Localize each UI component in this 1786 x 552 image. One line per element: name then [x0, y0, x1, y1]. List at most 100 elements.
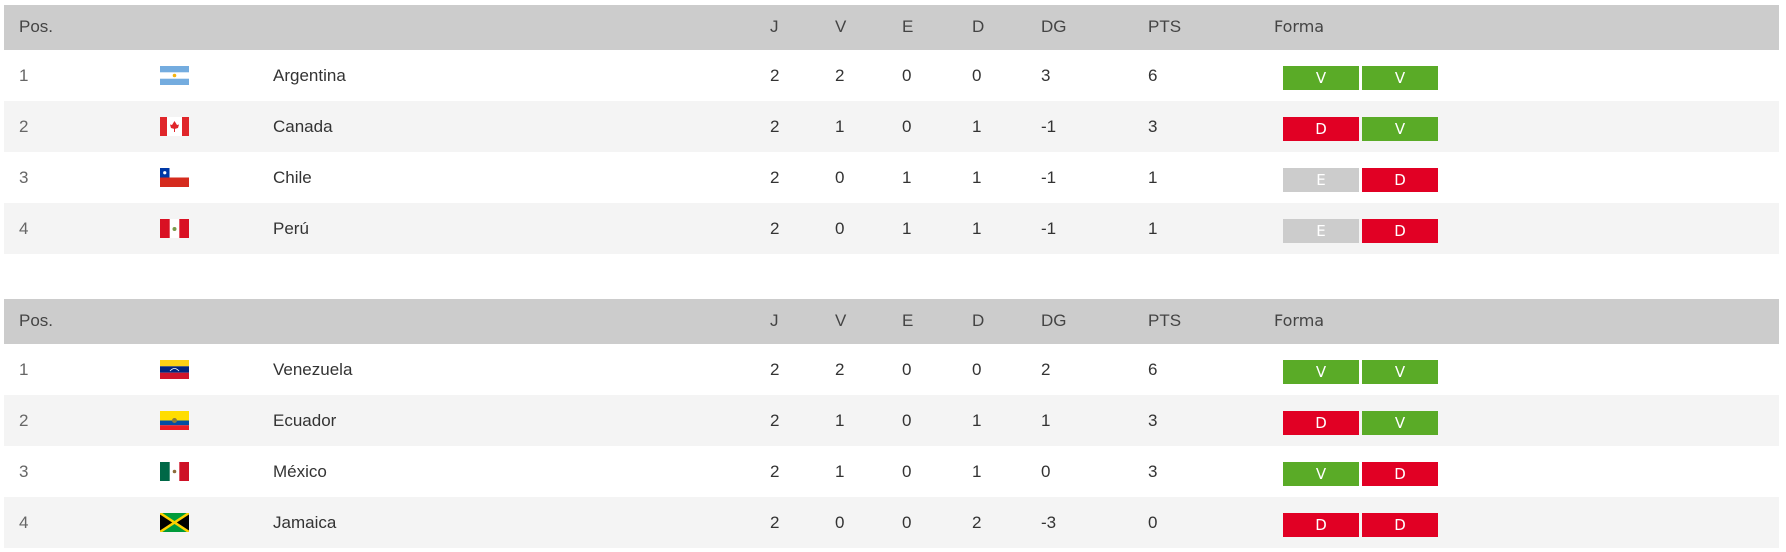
stat-j: 2 [770, 66, 780, 85]
stat-pts: 1 [1148, 168, 1158, 187]
team-name[interactable]: México [273, 462, 327, 481]
header-j: J [770, 311, 779, 330]
form-badge: D [1283, 513, 1359, 537]
position: 1 [19, 66, 29, 85]
team-name[interactable]: Argentina [273, 66, 346, 85]
team-name[interactable]: Perú [273, 219, 309, 238]
stat-d: 1 [972, 462, 982, 481]
form-badge: D [1362, 168, 1438, 192]
stat-d: 0 [972, 66, 982, 85]
form-badge: D [1283, 411, 1359, 435]
stat-j: 2 [770, 117, 780, 136]
stat-v: 0 [835, 168, 845, 187]
stat-v: 1 [835, 411, 845, 430]
stat-e: 0 [902, 66, 912, 85]
position: 4 [19, 513, 29, 532]
position: 3 [19, 168, 29, 187]
header-forma: Forma [1274, 17, 1325, 36]
form-badge: D [1362, 219, 1438, 243]
jamaica-flag-icon [160, 513, 189, 532]
stat-v: 2 [835, 66, 845, 85]
header-pts: PTS [1148, 17, 1182, 36]
stat-pts: 3 [1148, 462, 1158, 481]
standings-table: Pos. J V E D DG PTS Forma 1 Venezuela 2 2 0 0 2 6 … [4, 299, 1779, 548]
stat-j: 2 [770, 360, 780, 379]
form-badge: E [1283, 168, 1359, 192]
header-e: E [902, 311, 914, 330]
stat-dg: 3 [1041, 66, 1051, 85]
header-v: V [835, 17, 847, 36]
stat-pts: 6 [1148, 360, 1158, 379]
stat-e: 0 [902, 462, 912, 481]
team-name[interactable]: Jamaica [273, 513, 337, 532]
header-j: J [770, 17, 779, 36]
stat-dg: -1 [1041, 219, 1057, 238]
team-name[interactable]: Ecuador [273, 411, 337, 430]
stat-j: 2 [770, 462, 780, 481]
stat-dg: -3 [1041, 513, 1057, 532]
stat-v: 0 [835, 513, 845, 532]
stat-pts: 3 [1148, 117, 1158, 136]
stat-j: 2 [770, 219, 780, 238]
stat-e: 1 [902, 219, 912, 238]
stat-v: 0 [835, 219, 845, 238]
stat-dg: -1 [1041, 117, 1057, 136]
stat-dg: 1 [1041, 411, 1051, 430]
stat-d: 0 [972, 360, 982, 379]
stat-j: 2 [770, 513, 780, 532]
stat-e: 0 [902, 360, 912, 379]
header-d: D [972, 17, 985, 36]
chile-flag-icon [160, 168, 189, 187]
header-v: V [835, 311, 847, 330]
header-dg: DG [1041, 17, 1067, 36]
argentina-flag-icon [160, 66, 189, 85]
stat-dg: -1 [1041, 168, 1057, 187]
team-name[interactable]: Canada [273, 117, 333, 136]
form-badge: D [1362, 462, 1438, 486]
header-pos: Pos. [19, 311, 54, 330]
peru-flag-icon [160, 219, 189, 238]
form-badge: V [1362, 117, 1438, 141]
ecuador-flag-icon [160, 411, 189, 430]
position: 2 [19, 411, 29, 430]
form-badge: V [1362, 360, 1438, 384]
form-badge: V [1362, 66, 1438, 90]
stat-e: 1 [902, 168, 912, 187]
position: 3 [19, 462, 29, 481]
table-header: Pos. J V E D DG PTS Forma [4, 5, 1779, 50]
header-e: E [902, 17, 914, 36]
position: 4 [19, 219, 29, 238]
form-badge: D [1283, 117, 1359, 141]
position: 2 [19, 117, 29, 136]
header-forma: Forma [1274, 311, 1325, 330]
stat-j: 2 [770, 411, 780, 430]
form-badge: D [1362, 513, 1438, 537]
stat-j: 2 [770, 168, 780, 187]
stat-e: 0 [902, 513, 912, 532]
form-badge: V [1283, 66, 1359, 90]
stat-pts: 3 [1148, 411, 1158, 430]
header-dg: DG [1041, 311, 1067, 330]
stat-pts: 1 [1148, 219, 1158, 238]
stat-d: 1 [972, 411, 982, 430]
team-name[interactable]: Chile [273, 168, 312, 187]
team-name[interactable]: Venezuela [273, 360, 353, 379]
form-badge: V [1283, 360, 1359, 384]
stat-e: 0 [902, 117, 912, 136]
form-badge: V [1362, 411, 1438, 435]
stat-pts: 0 [1148, 513, 1158, 532]
